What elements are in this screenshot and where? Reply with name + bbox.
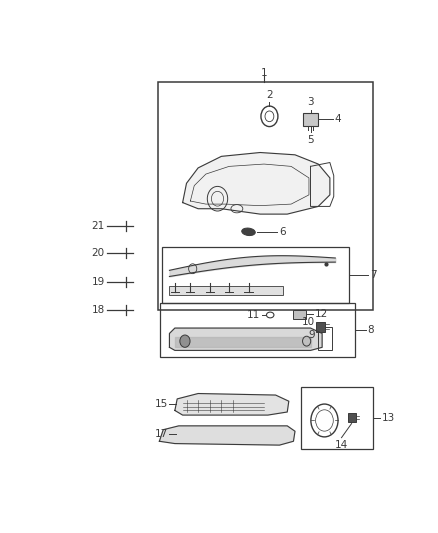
Text: 7: 7 — [370, 270, 376, 280]
Text: 20: 20 — [92, 248, 105, 259]
Polygon shape — [175, 393, 289, 415]
Circle shape — [180, 335, 190, 348]
Bar — [170, 286, 283, 295]
Text: 8: 8 — [367, 325, 374, 335]
Text: 12: 12 — [314, 309, 328, 319]
Text: 9: 9 — [308, 330, 315, 340]
Bar — [293, 310, 306, 319]
Text: 5: 5 — [307, 135, 314, 145]
Polygon shape — [183, 152, 330, 214]
Bar — [301, 387, 372, 449]
Bar — [160, 303, 356, 357]
Text: 13: 13 — [381, 413, 395, 423]
Text: 21: 21 — [92, 221, 105, 231]
Text: 14: 14 — [335, 440, 348, 450]
Text: 17: 17 — [155, 429, 168, 439]
Text: 3: 3 — [307, 97, 314, 107]
Text: 19: 19 — [92, 277, 105, 287]
Text: 18: 18 — [92, 305, 105, 316]
Polygon shape — [159, 426, 295, 445]
Ellipse shape — [242, 228, 255, 236]
Text: 1: 1 — [261, 68, 267, 78]
Text: 15: 15 — [155, 399, 168, 409]
Bar — [347, 413, 356, 422]
Text: 11: 11 — [247, 310, 260, 320]
Text: 6: 6 — [279, 227, 286, 237]
Polygon shape — [170, 328, 322, 350]
Text: 2: 2 — [266, 90, 273, 100]
Text: 4: 4 — [334, 115, 341, 124]
Bar — [162, 247, 349, 303]
Text: 10: 10 — [302, 318, 315, 327]
Bar — [158, 82, 372, 310]
Bar — [303, 113, 318, 126]
Bar — [316, 321, 325, 332]
Bar — [318, 327, 332, 350]
